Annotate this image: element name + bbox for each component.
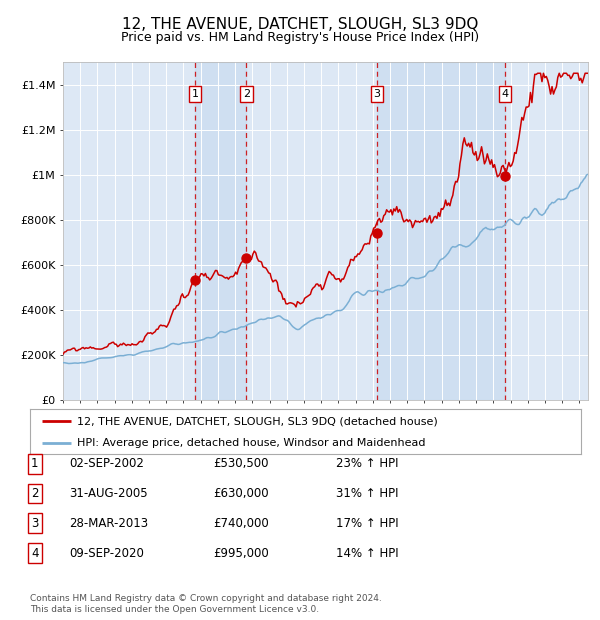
Text: 02-SEP-2002: 02-SEP-2002 (69, 458, 144, 470)
Text: 17% ↑ HPI: 17% ↑ HPI (336, 517, 398, 529)
Text: Contains HM Land Registry data © Crown copyright and database right 2024.
This d: Contains HM Land Registry data © Crown c… (30, 595, 382, 614)
Text: 2: 2 (243, 89, 250, 99)
Text: 1: 1 (31, 458, 38, 470)
Text: 14% ↑ HPI: 14% ↑ HPI (336, 547, 398, 559)
Text: 28-MAR-2013: 28-MAR-2013 (69, 517, 148, 529)
Text: £995,000: £995,000 (213, 547, 269, 559)
Text: Price paid vs. HM Land Registry's House Price Index (HPI): Price paid vs. HM Land Registry's House … (121, 31, 479, 44)
Text: 2: 2 (31, 487, 38, 500)
Text: 12, THE AVENUE, DATCHET, SLOUGH, SL3 9DQ (detached house): 12, THE AVENUE, DATCHET, SLOUGH, SL3 9DQ… (77, 416, 437, 427)
Text: HPI: Average price, detached house, Windsor and Maidenhead: HPI: Average price, detached house, Wind… (77, 438, 425, 448)
Bar (377, 62, 505, 400)
Text: 31% ↑ HPI: 31% ↑ HPI (336, 487, 398, 500)
Text: 4: 4 (502, 89, 509, 99)
Text: 23% ↑ HPI: 23% ↑ HPI (336, 458, 398, 470)
Text: 31-AUG-2005: 31-AUG-2005 (69, 487, 148, 500)
Text: 12, THE AVENUE, DATCHET, SLOUGH, SL3 9DQ: 12, THE AVENUE, DATCHET, SLOUGH, SL3 9DQ (122, 17, 478, 32)
Text: 09-SEP-2020: 09-SEP-2020 (69, 547, 144, 559)
Text: 4: 4 (31, 547, 38, 559)
Text: 3: 3 (373, 89, 380, 99)
Text: £630,000: £630,000 (213, 487, 269, 500)
Text: £740,000: £740,000 (213, 517, 269, 529)
Text: £530,500: £530,500 (213, 458, 269, 470)
Text: 1: 1 (191, 89, 199, 99)
Text: 3: 3 (31, 517, 38, 529)
Bar (195, 62, 247, 400)
